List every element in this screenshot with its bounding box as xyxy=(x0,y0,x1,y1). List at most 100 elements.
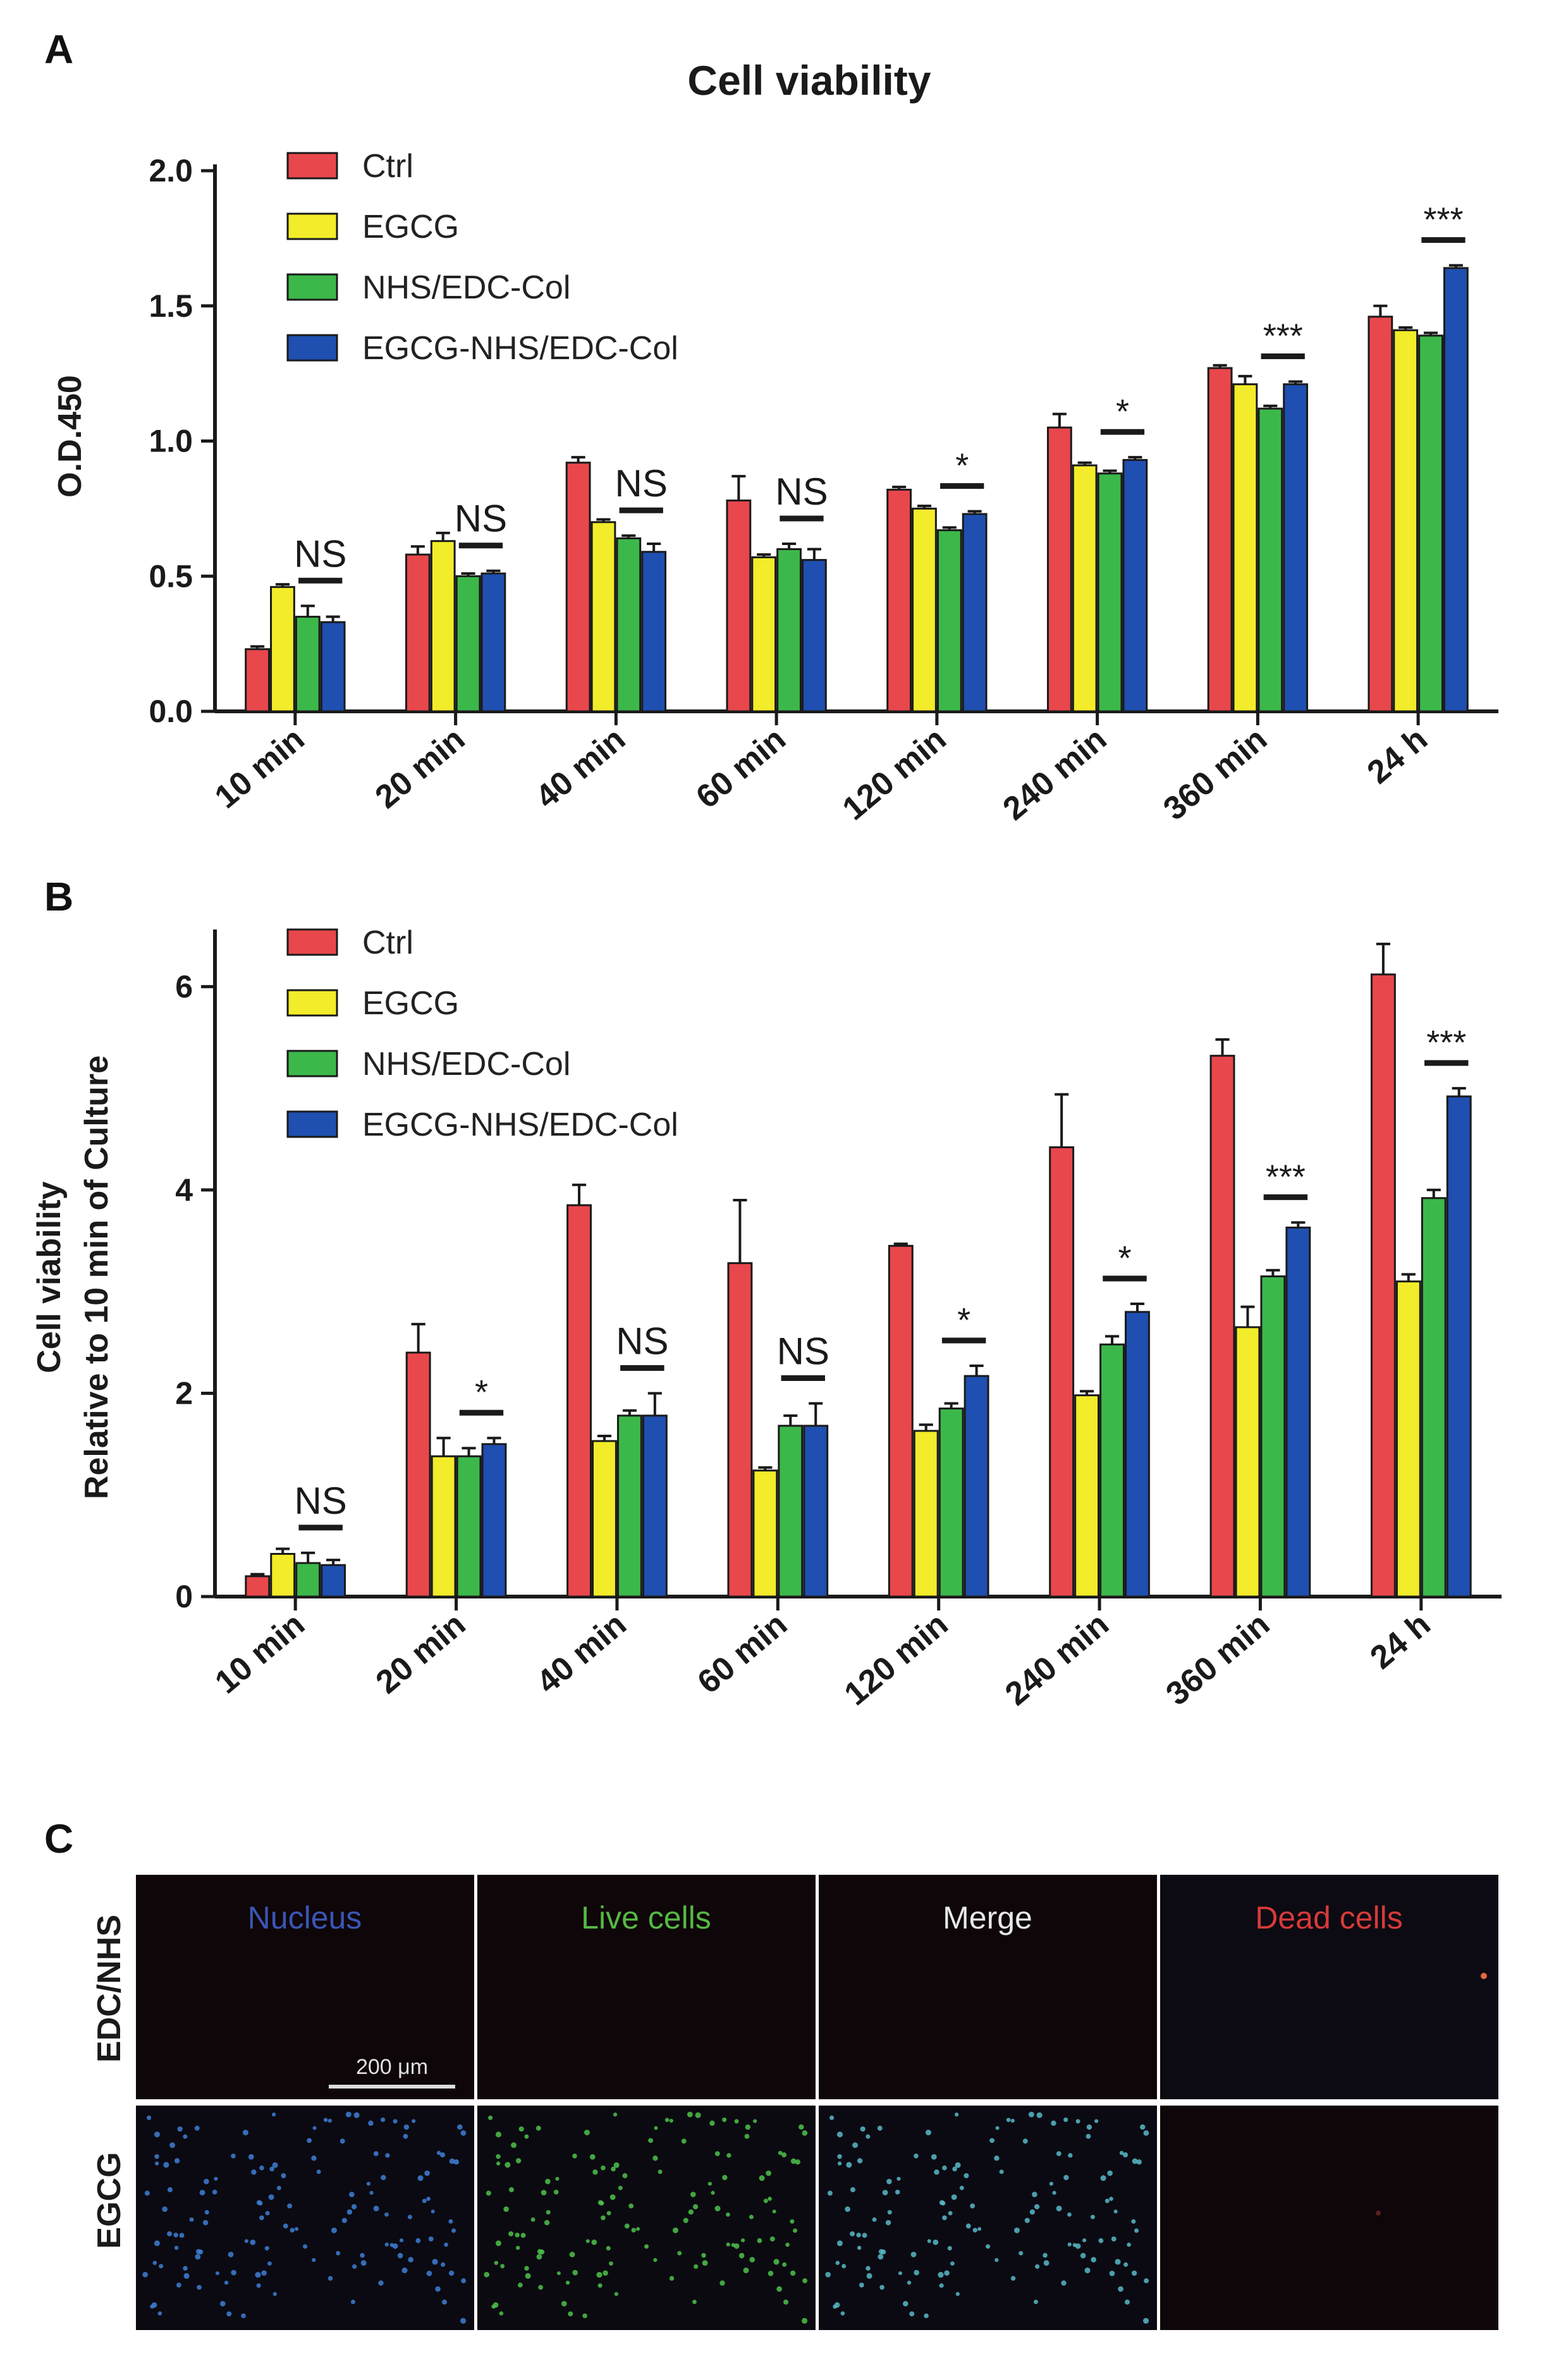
cell-dot xyxy=(695,2112,701,2118)
cell-dot xyxy=(1024,2217,1030,2223)
cell-dot xyxy=(1122,2152,1129,2157)
legend-swatch xyxy=(286,989,338,1017)
cell-dot xyxy=(1049,2181,1053,2186)
bar xyxy=(1049,1146,1075,1598)
significance-label: * xyxy=(1118,1239,1131,1277)
cell-dot xyxy=(1119,2150,1124,2156)
legend-swatch xyxy=(286,273,338,301)
bar xyxy=(803,1425,829,1598)
cell-dot xyxy=(995,2126,1000,2130)
cell-dot xyxy=(701,2253,706,2258)
cell-dot xyxy=(857,2245,862,2250)
x-tick-label: 24 h xyxy=(1361,721,1435,791)
cell-dot xyxy=(790,2270,796,2276)
cell-dot xyxy=(261,2270,267,2276)
cell-dot xyxy=(938,2272,944,2278)
cell-dot xyxy=(204,2178,209,2185)
cell-dot xyxy=(331,2227,337,2233)
cell-dot xyxy=(769,2236,775,2242)
cell-dot xyxy=(609,2261,613,2266)
cell-dot xyxy=(942,2215,947,2221)
cell-dot xyxy=(799,2124,804,2130)
cell-dot xyxy=(457,2124,463,2130)
cell-dot xyxy=(596,2272,603,2278)
cell-dot xyxy=(726,2242,730,2247)
cell-dot xyxy=(569,2252,575,2257)
cell-dot xyxy=(384,2212,389,2217)
cell-dot xyxy=(179,2233,185,2238)
cell-dot xyxy=(449,2158,455,2164)
cell-dot xyxy=(950,2261,955,2266)
legend-swatch xyxy=(286,1110,338,1138)
cell-dot xyxy=(722,2175,728,2180)
cell-dot xyxy=(568,2311,573,2317)
cell-dot xyxy=(353,2112,360,2118)
cell-dot xyxy=(931,2154,937,2160)
cell-dot xyxy=(441,2299,447,2305)
bar xyxy=(1418,334,1443,713)
cell-dot xyxy=(1043,2253,1048,2258)
cell-dot xyxy=(852,2142,859,2149)
cell-dot xyxy=(914,2269,919,2276)
cell-dot xyxy=(829,2115,835,2120)
cell-dot xyxy=(403,2124,410,2130)
bar xyxy=(1260,1275,1286,1598)
cell-dot xyxy=(518,2283,523,2288)
x-tick-label: 240 min xyxy=(998,1606,1116,1713)
cell-dot xyxy=(744,2133,750,2139)
bar xyxy=(1393,329,1419,713)
cell-dot xyxy=(426,2271,432,2276)
bar xyxy=(320,621,346,713)
cell-dot xyxy=(544,2219,550,2226)
y-tick-label: 1.5 xyxy=(149,288,193,324)
cell-dot xyxy=(768,2197,772,2201)
cell-dot xyxy=(672,2227,678,2233)
cell-dot xyxy=(1376,2211,1381,2216)
cell-dot xyxy=(264,2246,269,2251)
cell-dot xyxy=(436,2150,441,2156)
cell-dot xyxy=(776,2286,782,2292)
significance-label: *** xyxy=(1263,317,1303,355)
cell-dot xyxy=(942,2165,947,2171)
cell-dot xyxy=(970,2203,976,2209)
cell-dot xyxy=(885,2219,891,2226)
cell-dot xyxy=(1056,2205,1062,2212)
cell-dot xyxy=(350,2299,355,2304)
cell-dot xyxy=(316,2169,321,2175)
cell-dot xyxy=(195,2248,201,2254)
cell-dot xyxy=(545,2178,551,2185)
cell-dot xyxy=(1061,2280,1067,2286)
cell-dot xyxy=(972,2228,977,2233)
cell-dot xyxy=(1028,2111,1034,2118)
significance-label: NS xyxy=(294,532,346,575)
cell-dot xyxy=(154,2154,159,2159)
cell-dot xyxy=(530,2217,535,2222)
cell-dot xyxy=(1036,2112,1043,2118)
cell-dot xyxy=(837,2161,842,2166)
cell-dot xyxy=(835,2260,840,2266)
y-tick-label: 4 xyxy=(175,1172,193,1208)
cell-dot xyxy=(173,2232,178,2238)
cell-dot xyxy=(258,2200,263,2206)
cell-dots xyxy=(142,1973,1487,2324)
bar xyxy=(1046,426,1072,713)
chart-b: Cell viability Relative to 10 min of Cul… xyxy=(31,924,1502,1713)
cell-dot xyxy=(302,2244,308,2249)
cell-dot xyxy=(268,2194,274,2200)
cell-dot xyxy=(1063,2117,1068,2123)
cell-dot xyxy=(1082,2238,1087,2243)
cell-dot xyxy=(1131,2219,1136,2224)
bar xyxy=(1370,973,1396,1598)
cell-dot xyxy=(802,2130,808,2136)
x-tick-label: 120 min xyxy=(836,721,953,828)
cell-dot xyxy=(204,2210,209,2215)
bar xyxy=(405,1351,431,1598)
cell-dot xyxy=(448,2270,455,2276)
cell-dot xyxy=(793,2228,798,2233)
cell-dot xyxy=(231,2269,236,2276)
cell-dot xyxy=(368,2120,374,2126)
cell-dot xyxy=(790,2219,795,2224)
cell-dot xyxy=(360,2253,365,2258)
significance-label: * xyxy=(957,1301,970,1339)
cell-dot xyxy=(1019,2250,1024,2255)
